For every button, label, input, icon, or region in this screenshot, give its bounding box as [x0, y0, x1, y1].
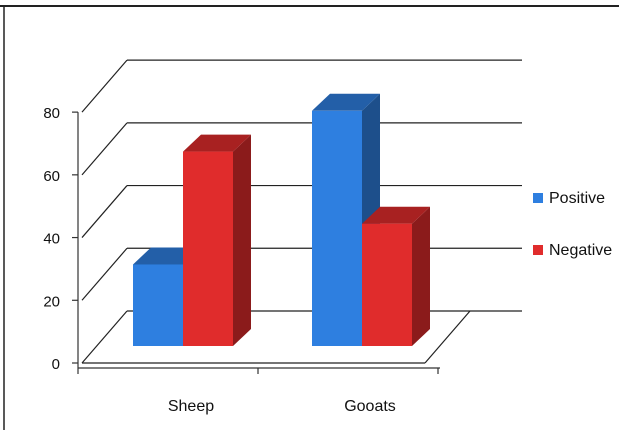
- bar-front-face: [312, 110, 362, 346]
- legend-swatch-positive: [533, 193, 543, 203]
- category-label: Gooats: [344, 398, 396, 415]
- y-tick-label: 60: [43, 168, 60, 185]
- category-label: Sheep: [168, 398, 214, 415]
- bar-side-face: [412, 206, 430, 346]
- bar-negative-sheep: [183, 134, 251, 346]
- gridline-depth: [81, 185, 128, 238]
- bar-front-face: [183, 151, 233, 346]
- legend-label: Negative: [549, 242, 612, 259]
- floor-right-edge: [424, 310, 471, 364]
- bar-top-face: [312, 93, 380, 111]
- bar-front-face: [362, 223, 412, 346]
- legend-label: Positive: [549, 190, 605, 207]
- y-tick-label: 40: [43, 231, 60, 248]
- legend: Positive Negative: [533, 190, 612, 259]
- bar-front-face: [133, 264, 183, 346]
- gridline-depth: [81, 122, 128, 176]
- gridline-depth: [81, 310, 128, 364]
- bar-top-face: [183, 134, 251, 152]
- bar-side-face: [233, 134, 251, 346]
- plot-area: 0 20 40 60 80 Sheep Gooats: [43, 59, 522, 415]
- gridline-depth: [81, 247, 128, 301]
- bar-negative-gooats: [362, 206, 430, 346]
- y-tick-label: 0: [52, 356, 60, 373]
- gridline-depth: [81, 59, 128, 113]
- y-tick-label: 20: [43, 293, 60, 310]
- bar-top-face: [362, 206, 430, 224]
- y-tick-label: 80: [43, 105, 60, 122]
- legend-swatch-negative: [533, 245, 543, 255]
